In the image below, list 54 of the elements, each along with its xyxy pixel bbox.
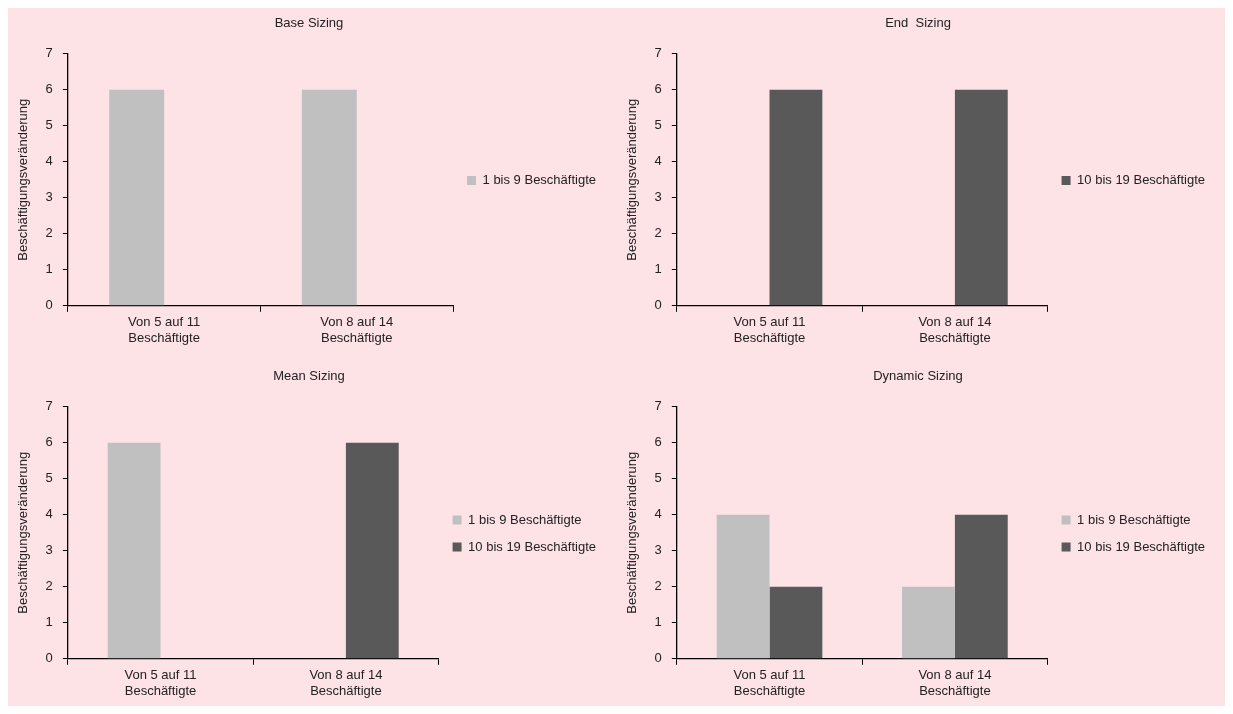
y-tick-label: 7 (654, 45, 662, 61)
y-tick-label: 7 (45, 398, 53, 414)
chart-title: Mean Sizing (273, 368, 345, 384)
y-tick-label: 2 (45, 225, 53, 241)
y-tick-label: 5 (654, 470, 662, 486)
x-tick-label: Von 8 auf 14 Beschäftigte (918, 667, 992, 698)
x-tick-label: Von 8 auf 14 Beschäftigte (320, 314, 394, 345)
chart-title: End Sizing (885, 15, 951, 31)
x-tick-label: Von 5 auf 11 Beschäftigte (733, 667, 806, 698)
y-tick-label: 0 (654, 650, 662, 666)
chart-title: Dynamic Sizing (873, 368, 963, 384)
y-tick-label: 6 (45, 434, 53, 450)
y-tick-label: 5 (45, 117, 53, 133)
y-tick-label: 0 (45, 650, 53, 666)
y-tick-label: 3 (45, 189, 53, 205)
x-tick-label: Von 5 auf 11 Beschäftigte (128, 314, 201, 345)
y-tick-label: 6 (45, 81, 53, 97)
y-tick-label: 3 (654, 542, 662, 558)
y-axis-title: Beschäftigungsveränderung (15, 98, 31, 261)
y-tick-label: 6 (654, 81, 662, 97)
y-tick-label: 7 (654, 398, 662, 414)
legend-label: 1 bis 9 Beschäftigte (468, 511, 582, 527)
legend-label: 10 bis 19 Beschäftigte (468, 538, 596, 554)
y-axis-title: Beschäftigungsveränderung (624, 98, 640, 261)
legend-label: 10 bis 19 Beschäftigte (1077, 172, 1205, 188)
legend-label: 10 bis 19 Beschäftigte (1077, 538, 1205, 554)
y-tick-label: 1 (45, 614, 53, 630)
y-tick-label: 2 (45, 578, 53, 594)
y-axis-title: Beschäftigungsveränderung (624, 451, 640, 614)
x-tick-label: Von 5 auf 11 Beschäftigte (733, 314, 806, 345)
y-tick-label: 0 (45, 297, 53, 313)
y-tick-label: 3 (654, 189, 662, 205)
y-tick-label: 4 (45, 506, 53, 522)
x-tick-label: Von 8 auf 14 Beschäftigte (309, 667, 383, 698)
y-tick-label: 7 (45, 45, 53, 61)
y-tick-label: 4 (45, 153, 53, 169)
y-tick-label: 6 (654, 434, 662, 450)
y-tick-label: 1 (45, 261, 53, 277)
y-tick-label: 4 (654, 153, 662, 169)
chart-title: Base Sizing (274, 15, 344, 31)
legend-label: 1 bis 9 Beschäftigte (482, 172, 597, 188)
y-tick-label: 2 (654, 578, 662, 594)
x-tick-label: Von 5 auf 11 Beschäftigte (124, 667, 197, 698)
x-tick-label: Von 8 auf 14 Beschäftigte (918, 314, 992, 345)
y-tick-label: 1 (654, 614, 662, 630)
y-tick-label: 4 (654, 506, 662, 522)
y-tick-label: 5 (45, 470, 53, 486)
legend-label: 1 bis 9 Beschäftigte (1077, 511, 1191, 527)
y-tick-label: 2 (654, 225, 662, 241)
y-axis-title: Beschäftigungsveränderung (15, 451, 31, 614)
y-tick-label: 5 (654, 117, 662, 133)
y-tick-label: 1 (654, 261, 662, 277)
y-tick-label: 3 (45, 542, 53, 558)
y-tick-label: 0 (654, 297, 662, 313)
